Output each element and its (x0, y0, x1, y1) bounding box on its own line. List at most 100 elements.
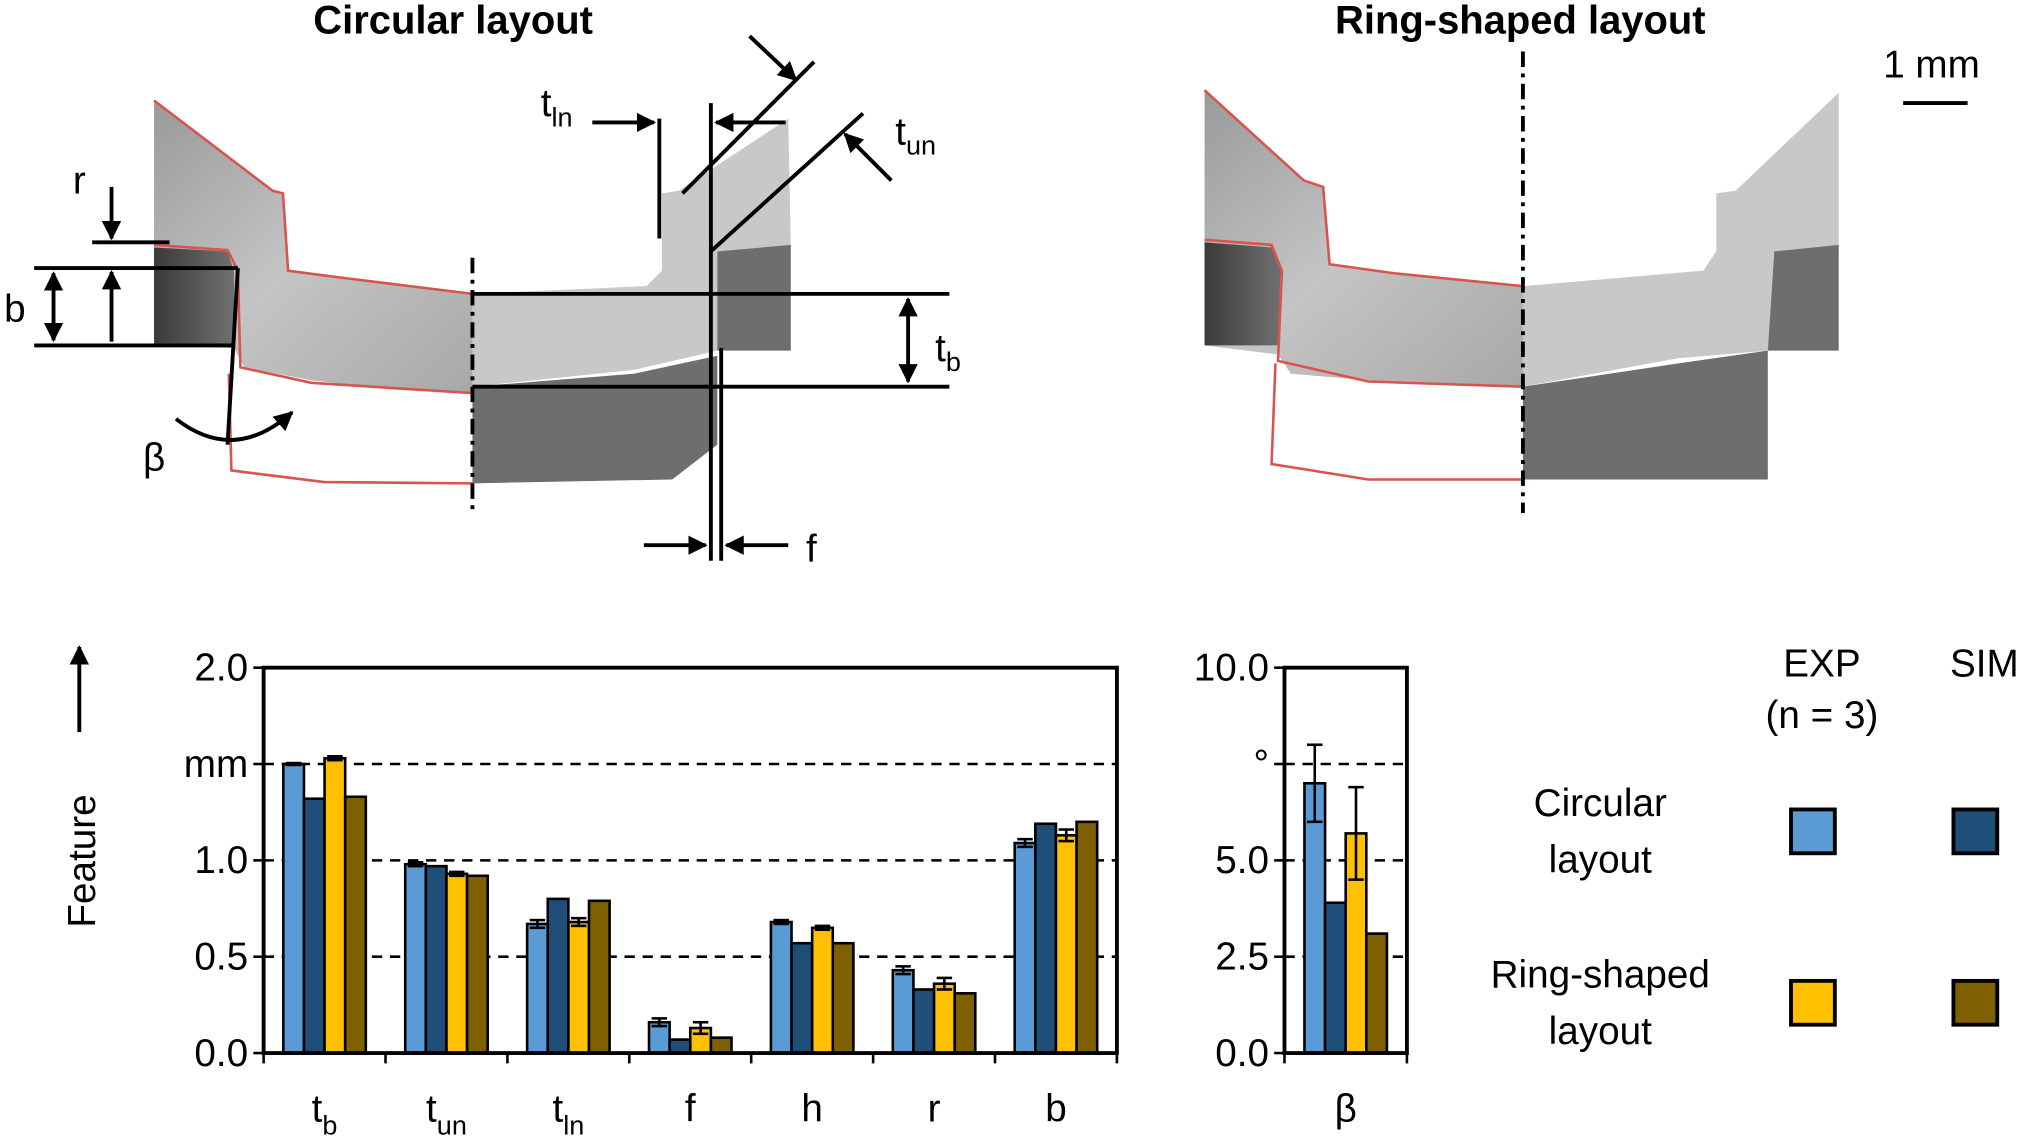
legend-row-label: layout (1549, 1010, 1652, 1053)
annotation: β (143, 436, 165, 479)
legend-column-label: EXP (1783, 643, 1860, 686)
annotation-sub: ln (551, 102, 572, 132)
title: Circular layout (313, 0, 593, 43)
error-bar (285, 761, 302, 767)
x-tick-label-main: t (312, 1087, 323, 1130)
bar (323, 756, 347, 1055)
bar (769, 920, 793, 1055)
bar (912, 988, 936, 1055)
legend-row-label: Ring-shaped (1491, 953, 1710, 996)
x-tick-label-main: t (552, 1087, 563, 1130)
bar (1365, 932, 1389, 1055)
legend-swatch (1951, 978, 2000, 1027)
error-bar (449, 870, 465, 878)
legend-column-label: SIM (1950, 643, 2019, 686)
y-axis-label: Feature (61, 794, 104, 927)
error-bar (814, 924, 831, 932)
error-bar (692, 1020, 709, 1036)
bar (1323, 901, 1347, 1055)
x-tick-label: b (1045, 1087, 1066, 1130)
x-tick-label-main: t (426, 1087, 437, 1130)
bar (302, 797, 326, 1055)
x-tick-label: tln (552, 1087, 584, 1140)
y-tick-label: 0.5 (194, 936, 248, 979)
error-bar (529, 918, 546, 930)
legend-row-label: layout (1549, 839, 1652, 882)
plot-frame (261, 665, 1119, 1055)
bar (831, 941, 855, 1055)
bar (953, 992, 977, 1055)
annotation-lines (34, 34, 1968, 561)
legend-row-label: Circular (1534, 782, 1667, 825)
error-bar (1348, 785, 1364, 881)
x-tick-label: tun (426, 1087, 467, 1140)
bar (424, 864, 448, 1055)
legend-column-label: (n = 3) (1766, 694, 1879, 737)
error-bar (1017, 837, 1033, 849)
legend-swatch (1789, 978, 1837, 1027)
x-tick-label-sub: un (437, 1110, 467, 1140)
bar (343, 795, 368, 1055)
bar (567, 920, 591, 1055)
micrograph (153, 99, 473, 485)
error-bar (895, 965, 911, 976)
error-bar (407, 861, 424, 868)
bar (810, 926, 835, 1055)
error-bar (570, 916, 587, 928)
error-bar (936, 976, 953, 991)
y-tick-label: 1.0 (194, 839, 248, 882)
annotation: tb (935, 327, 961, 377)
x-tick-label: f (685, 1087, 696, 1130)
scale-bar-label: 1 mm (1883, 43, 1980, 86)
error-bar (773, 918, 789, 926)
legend-swatch (1789, 807, 1837, 856)
bar (465, 874, 490, 1055)
x-tick-label: h (801, 1087, 823, 1130)
x-tick-label: β (1335, 1087, 1357, 1130)
annotation-main: t (935, 327, 946, 370)
y-tick-label: 10.0 (1194, 647, 1269, 690)
bar (282, 762, 306, 1055)
bar (1054, 834, 1078, 1055)
simulation (1522, 92, 1839, 480)
x-tick-label: tb (312, 1087, 338, 1140)
error-bar (1058, 828, 1075, 843)
bar (525, 922, 550, 1055)
bar (932, 982, 956, 1055)
bar (546, 897, 570, 1055)
annotation: b (4, 288, 26, 331)
y-tick-label: 0.0 (194, 1032, 248, 1075)
x-tick-label-sub: b (322, 1110, 337, 1140)
legend-swatch (1951, 807, 2000, 856)
title: Ring-shaped layout (1335, 0, 1706, 43)
bar (1075, 820, 1099, 1055)
bar (1013, 841, 1037, 1055)
x-tick-label: r (928, 1087, 941, 1130)
micrograph (1203, 89, 1524, 481)
annotation-main: t (895, 110, 906, 153)
bar (1034, 822, 1058, 1055)
bar (445, 872, 469, 1055)
y-tick-label: 2.0 (194, 647, 248, 690)
bar (403, 862, 428, 1055)
bar (891, 968, 915, 1055)
bar (709, 1036, 733, 1055)
simulation (472, 118, 791, 484)
y-tick-label: 0.0 (1215, 1032, 1269, 1075)
annotation: r (73, 159, 86, 202)
bar (1303, 781, 1327, 1055)
x-tick-label-sub: ln (563, 1110, 584, 1140)
annotation-main: t (541, 82, 552, 125)
y-tick-label: ° (1254, 743, 1269, 786)
annotation-sub: un (906, 131, 936, 161)
y-tick-label: 5.0 (1215, 839, 1269, 882)
annotation-sub: b (946, 347, 961, 377)
error-bar (1307, 743, 1323, 824)
y-tick-label: 2.5 (1215, 936, 1269, 979)
bar (790, 941, 814, 1055)
annotation: tln (541, 82, 573, 132)
error-bar (327, 755, 343, 762)
bar (668, 1038, 692, 1055)
